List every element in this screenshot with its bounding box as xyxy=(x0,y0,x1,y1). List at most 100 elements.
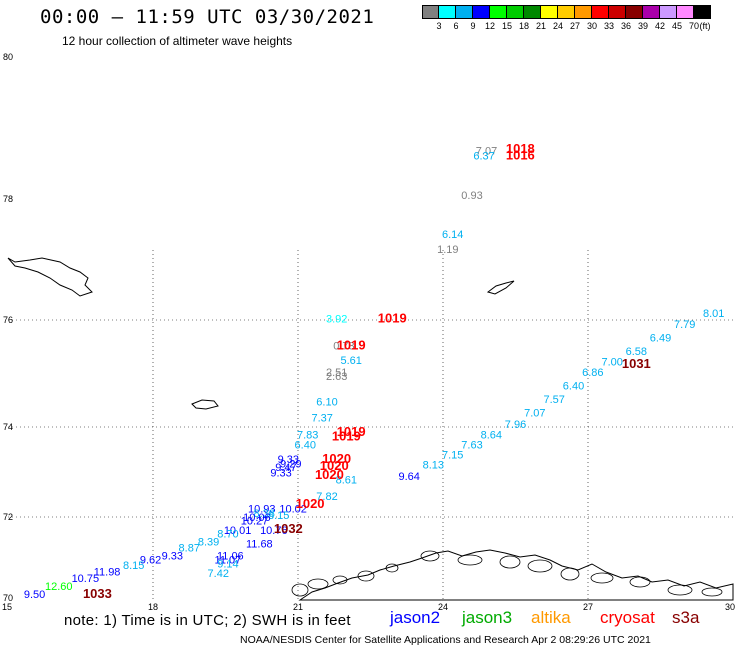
colorbar-cell xyxy=(626,5,643,19)
wave-height-value: 10.27 xyxy=(241,515,269,527)
bear-island-coast xyxy=(191,399,219,410)
coastal-island xyxy=(527,559,553,573)
pressure-value: 1019 xyxy=(337,424,366,439)
wave-height-value: 6.10 xyxy=(316,397,337,409)
coastal-island xyxy=(667,584,693,596)
wave-height-value: 1.19 xyxy=(437,244,458,256)
colorbar-cell xyxy=(456,5,473,19)
colorbar-cell xyxy=(439,5,456,19)
colorbar-label: 45 xyxy=(671,21,683,31)
pressure-value: 1031 xyxy=(622,356,651,371)
latitude-label: 72 xyxy=(3,512,13,522)
wave-height-value: 6.49 xyxy=(650,332,671,344)
colorbar-cell xyxy=(592,5,609,19)
coastal-island xyxy=(629,576,651,588)
colorbar-cell xyxy=(558,5,575,19)
map-subtitle: 12 hour collection of altimeter wave hei… xyxy=(62,34,293,48)
longitude-label: 15 xyxy=(2,602,12,612)
coastal-island xyxy=(499,555,521,569)
wave-height-value: 9.33 xyxy=(162,551,183,563)
wave-height-value: 6.40 xyxy=(563,381,584,393)
colorbar-label: 30 xyxy=(586,21,598,31)
wave-height-value: 11.06 xyxy=(217,551,244,563)
wave-height-colorbar xyxy=(422,5,711,19)
colorbar-cell xyxy=(694,5,711,19)
colorbar-label: 33 xyxy=(603,21,615,31)
colorbar-label: 21 xyxy=(535,21,547,31)
wave-height-value: 8.61 xyxy=(336,474,357,486)
wave-height-value: 6.37 xyxy=(473,150,494,162)
colorbar-label: 6 xyxy=(453,21,459,31)
coastal-island xyxy=(307,578,329,590)
colorbar-cell xyxy=(507,5,524,19)
wave-height-value: 9.14 xyxy=(217,559,238,571)
pressure-value: 1033 xyxy=(83,586,112,601)
colorbar-label: 3 xyxy=(436,21,442,31)
footer-note: note: 1) Time is in UTC; 2) SWH is in fe… xyxy=(64,612,351,629)
colorbar-label: 12 xyxy=(484,21,496,31)
wave-height-value: 8.38 xyxy=(253,508,274,520)
wave-height-value: 8.13 xyxy=(423,459,444,471)
pressure-observations: 1018101610191019101910191020102010201020… xyxy=(83,141,651,601)
wave-height-value: 7.42 xyxy=(208,568,229,580)
colorbar-label: 36 xyxy=(620,21,632,31)
wave-height-value: 8.70 xyxy=(217,528,238,540)
wave-height-value: 7.96 xyxy=(505,419,526,431)
longitude-label: 18 xyxy=(148,602,158,612)
wave-height-value: 9.33 xyxy=(278,454,299,466)
colorbar-label: 18 xyxy=(518,21,530,31)
colorbar-cell xyxy=(541,5,558,19)
longitude-label: 27 xyxy=(583,602,593,612)
pressure-value: 1019 xyxy=(332,429,361,444)
wave-height-value: 6.86 xyxy=(582,367,603,379)
colorbar-cell xyxy=(677,5,694,19)
satellite-legend-altika: altika xyxy=(531,608,571,627)
pressure-value: 1016 xyxy=(506,147,535,162)
pressure-value: 1020 xyxy=(315,467,344,482)
coastal-island xyxy=(332,575,348,585)
longitude-label: 24 xyxy=(438,602,448,612)
footer-credit: NOAA/NESDIS Center for Satellite Applica… xyxy=(240,634,651,646)
satellite-legend-s3a: s3a xyxy=(672,608,700,627)
coastal-island xyxy=(420,550,440,562)
wave-height-value: 9.62 xyxy=(140,555,161,567)
latitude-label: 74 xyxy=(3,422,13,432)
wave-height-value: 10.02 xyxy=(279,504,307,516)
wave-height-value: 8.87 xyxy=(179,542,200,554)
wave-height-value: 11.98 xyxy=(94,567,121,579)
coastal-island xyxy=(560,567,580,581)
wave-height-value: 7.15 xyxy=(442,450,463,462)
wave-height-value: 9.29 xyxy=(280,459,301,471)
wave-height-value: 7.63 xyxy=(461,440,482,452)
wave-height-value: 9.47 xyxy=(275,462,296,474)
map-title: 00:00 – 11:59 UTC 03/30/2021 xyxy=(40,6,375,28)
wave-height-value: 10.93 xyxy=(248,504,276,516)
wave-height-value: 8.15 xyxy=(123,560,144,572)
wave-height-value: 6.40 xyxy=(295,440,316,452)
coastal-island xyxy=(357,570,375,582)
wave-height-value: 8.39 xyxy=(198,536,219,548)
colorbar-label: 24 xyxy=(552,21,564,31)
wave-height-value: 9.64 xyxy=(398,471,419,483)
colorbar-cell xyxy=(575,5,592,19)
kong-karls-land-coast xyxy=(486,280,515,295)
pressure-value: 1019 xyxy=(378,311,407,326)
wave-height-value: 6.58 xyxy=(626,346,647,358)
norway-coast xyxy=(298,549,734,601)
coastal-island xyxy=(701,587,723,597)
coastal-island xyxy=(385,563,399,573)
colorbar-cell xyxy=(524,5,541,19)
satellite-legend-jason3: jason3 xyxy=(462,608,513,627)
longitude-label: 30 xyxy=(725,602,735,612)
satellite-legend-cryosat: cryosat xyxy=(600,608,655,627)
wave-height-value: 2.51 xyxy=(326,367,347,379)
wave-height-observations: 7.076.370.936.141.193.920.735.612.512.63… xyxy=(24,145,725,601)
pressure-value: 1020 xyxy=(296,496,325,511)
pressure-value: 1020 xyxy=(322,451,351,466)
wave-height-value: 0.73 xyxy=(333,340,354,352)
wave-height-value: 10.76 xyxy=(260,525,288,537)
colorbar-label: 15 xyxy=(501,21,513,31)
wave-height-value: 7.83 xyxy=(297,429,318,441)
latitude-label: 78 xyxy=(3,194,13,204)
